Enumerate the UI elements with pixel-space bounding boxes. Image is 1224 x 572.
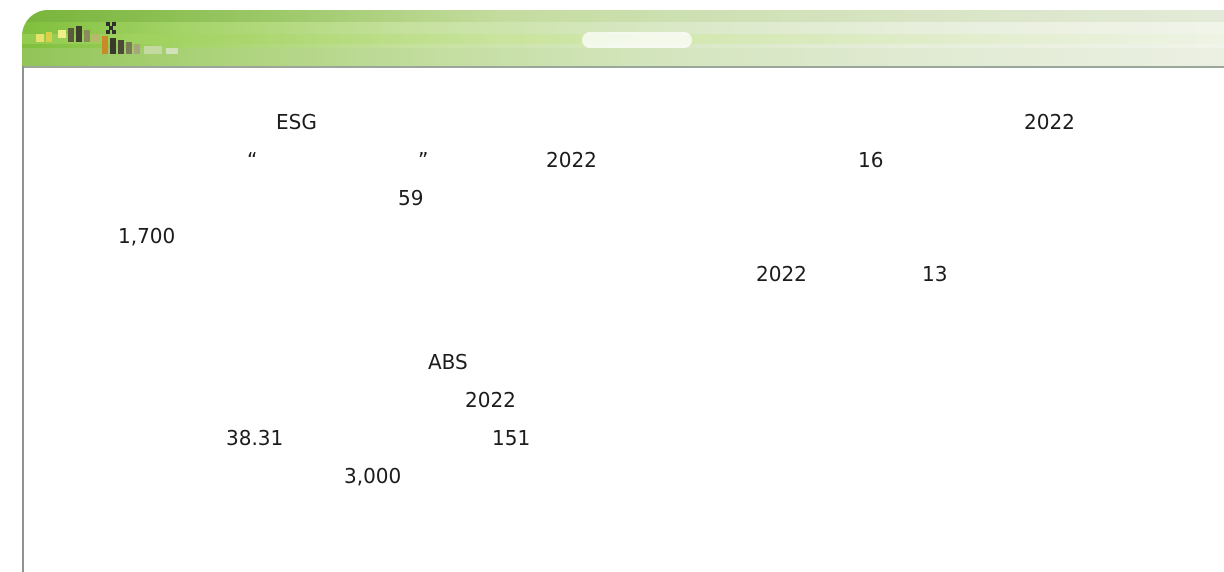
text-open-quote: “	[247, 148, 258, 172]
text-number-59: 59	[398, 186, 424, 210]
header-stripe-low	[22, 48, 1224, 66]
header-banner	[22, 10, 1224, 66]
text-year-4: 2022	[465, 388, 516, 412]
text-number-3000: 3,000	[344, 464, 402, 488]
text-number-151: 151	[492, 426, 531, 450]
header-divider	[22, 66, 1224, 68]
text-number-38-31: 38.31	[226, 426, 284, 450]
text-year-1: 2022	[1024, 110, 1075, 134]
text-number-13: 13	[922, 262, 948, 286]
left-margin-rule	[22, 66, 24, 572]
text-close-quote: ”	[418, 148, 429, 172]
text-year-2: 2022	[546, 148, 597, 172]
text-number-16: 16	[858, 148, 884, 172]
text-year-3: 2022	[756, 262, 807, 286]
text-esg: ESG	[276, 110, 317, 134]
header-glow	[582, 32, 692, 48]
text-abs: ABS	[428, 350, 468, 374]
header-stripe-top	[22, 10, 1224, 22]
text-number-1700: 1,700	[118, 224, 176, 248]
brand-logo-icon	[36, 22, 178, 54]
